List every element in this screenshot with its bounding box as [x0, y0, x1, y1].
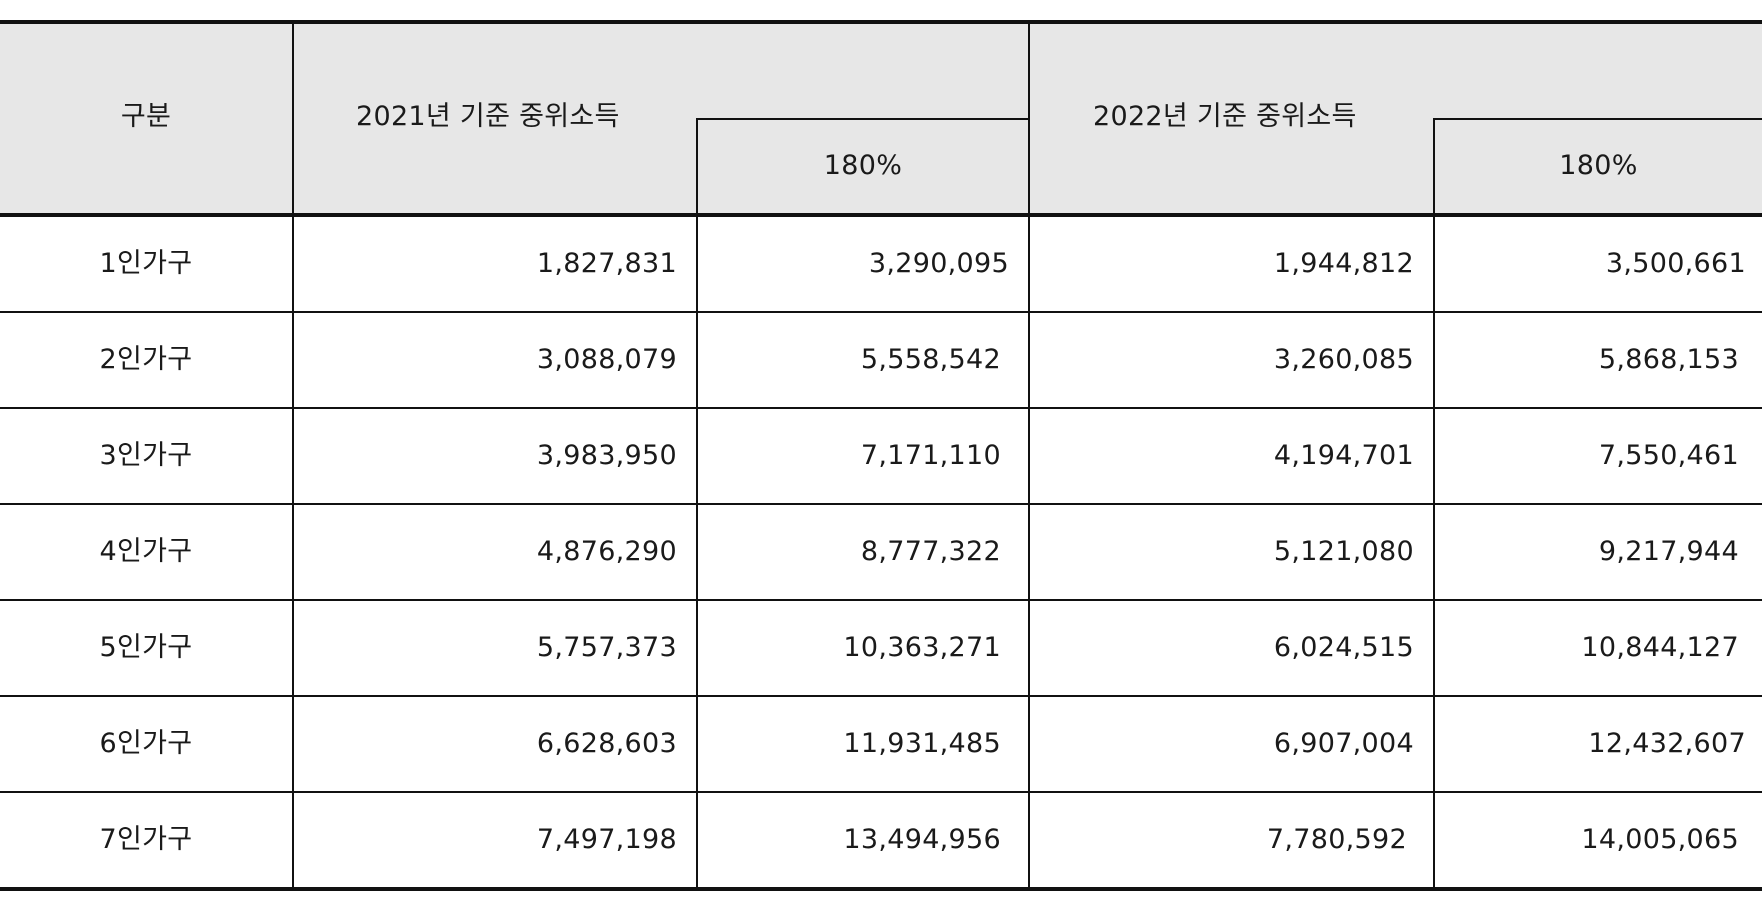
income-180-percent-2022: 3,500,661	[1605, 248, 1746, 279]
median-income-2021: 3,983,950	[536, 440, 677, 471]
row-label: 6인가구	[99, 728, 193, 759]
income-180-percent-2021: 5,558,542	[860, 344, 1001, 375]
median-income-2021: 5,757,373	[536, 632, 677, 663]
median-income-2021: 4,876,290	[536, 536, 677, 567]
income-180-percent-2022: 14,005,065	[1581, 824, 1739, 855]
row-divider	[0, 695, 1762, 697]
median-income-2021: 6,628,603	[536, 728, 677, 759]
median-income-2022: 7,780,592	[1266, 824, 1407, 855]
row-divider	[0, 311, 1762, 313]
income-180-percent-2022: 9,217,944	[1598, 536, 1739, 567]
row-divider	[0, 791, 1762, 793]
row-divider	[0, 503, 1762, 505]
row-label: 5인가구	[99, 632, 193, 663]
median-income-2021: 3,088,079	[536, 344, 677, 375]
income-180-percent-2022: 12,432,607	[1588, 728, 1746, 759]
row-label: 2인가구	[99, 344, 193, 375]
income-180-percent-2021: 13,494,956	[843, 824, 1001, 855]
header-2022-median-income: 2022년 기준 중위소득	[1093, 101, 1357, 132]
income-180-percent-2021: 10,363,271	[843, 632, 1001, 663]
income-180-percent-2022: 10,844,127	[1581, 632, 1739, 663]
income-180-percent-2021: 3,290,095	[868, 248, 1009, 279]
median-income-2022: 5,121,080	[1273, 536, 1414, 567]
header-bottom-border	[0, 213, 1762, 217]
column-divider	[1028, 22, 1030, 889]
row-divider	[0, 407, 1762, 409]
header-sub-divider-2021	[696, 118, 1030, 120]
row-label: 7인가구	[99, 824, 193, 855]
income-180-percent-2021: 7,171,110	[860, 440, 1001, 471]
median-income-2022: 6,907,004	[1273, 728, 1414, 759]
median-income-2022: 3,260,085	[1273, 344, 1414, 375]
header-category: 구분	[120, 101, 172, 132]
header-2021-180-percent: 180%	[823, 150, 903, 181]
row-label: 1인가구	[99, 248, 193, 279]
row-label: 3인가구	[99, 440, 193, 471]
income-180-percent-2021: 8,777,322	[860, 536, 1001, 567]
median-income-2022: 6,024,515	[1273, 632, 1414, 663]
column-divider	[696, 118, 698, 889]
column-divider	[1433, 118, 1435, 889]
median-income-2021: 7,497,198	[536, 824, 677, 855]
median-income-2022: 1,944,812	[1273, 248, 1414, 279]
row-divider	[0, 599, 1762, 601]
column-divider	[292, 22, 294, 889]
row-label: 4인가구	[99, 536, 193, 567]
header-sub-divider-2022	[1433, 118, 1762, 120]
table-bottom-border	[0, 887, 1762, 891]
income-180-percent-2022: 5,868,153	[1598, 344, 1739, 375]
header-2021-median-income: 2021년 기준 중위소득	[356, 101, 620, 132]
header-2022-180-percent: 180%	[1559, 150, 1638, 181]
income-180-percent-2021: 11,931,485	[843, 728, 1001, 759]
table-top-border	[0, 20, 1762, 24]
median-income-2022: 4,194,701	[1273, 440, 1414, 471]
median-income-2021: 1,827,831	[536, 248, 677, 279]
income-180-percent-2022: 7,550,461	[1598, 440, 1739, 471]
